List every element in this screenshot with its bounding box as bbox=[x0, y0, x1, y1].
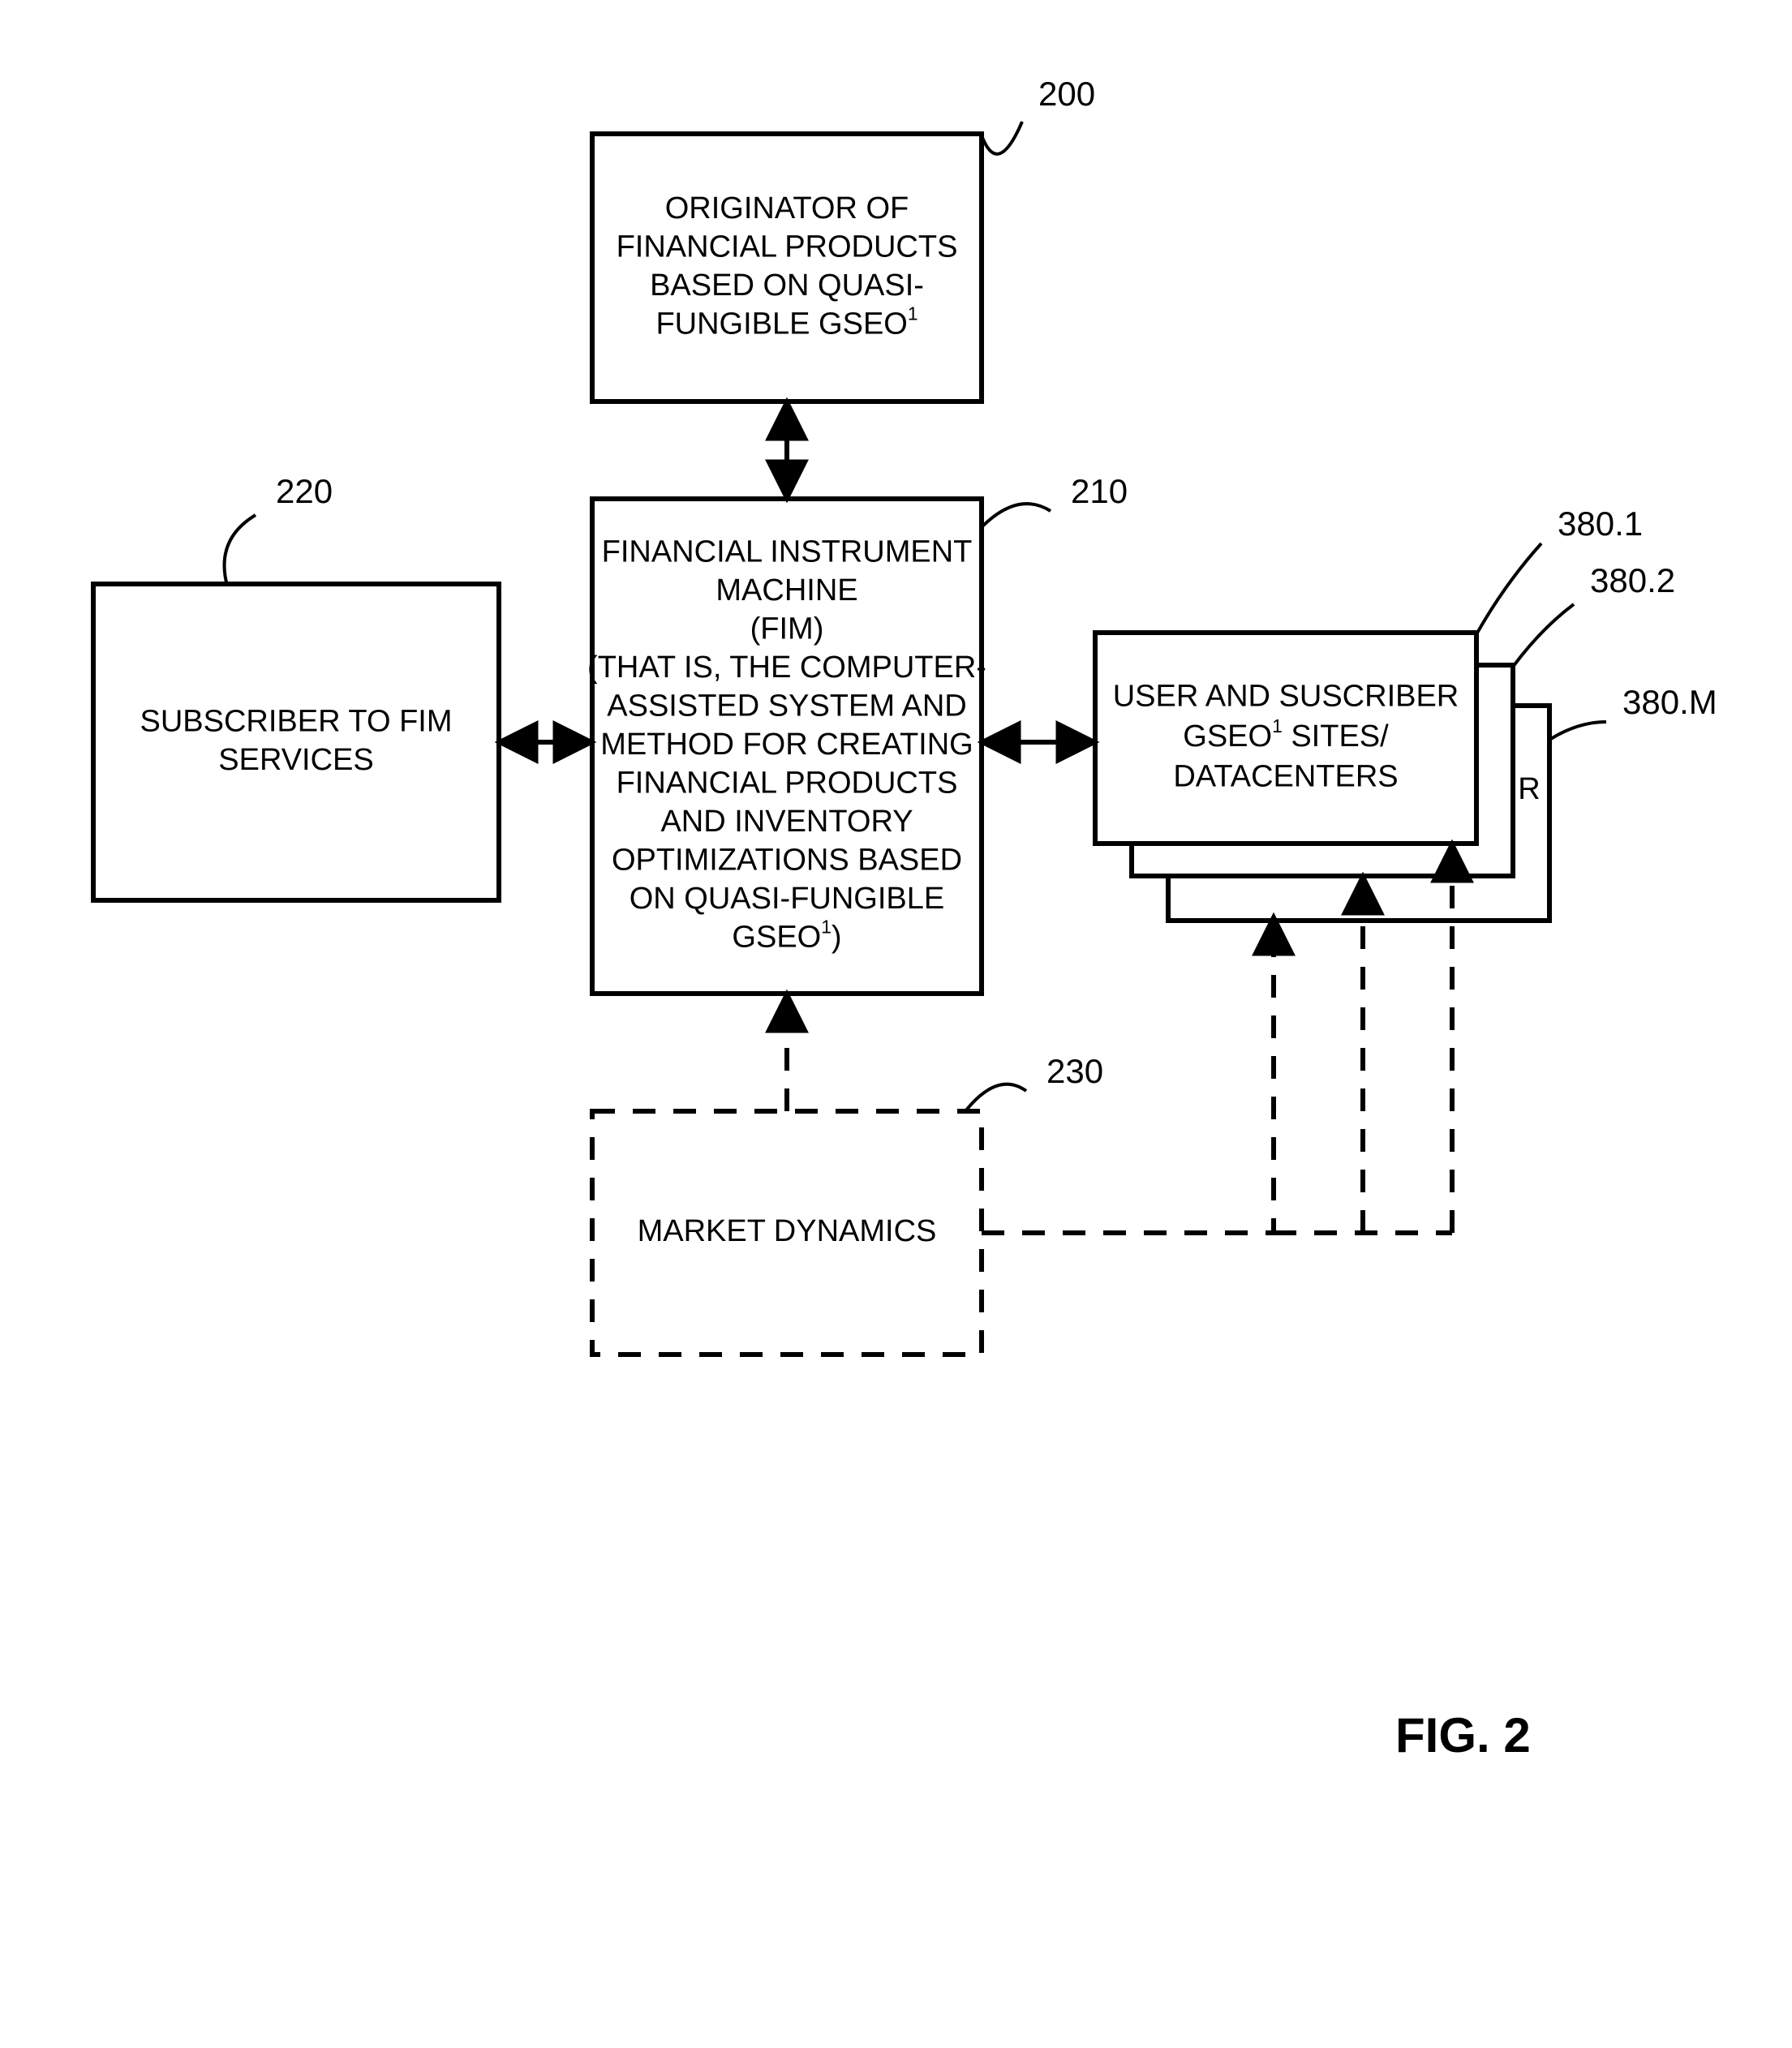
svg-text:METHOD FOR CREATING: METHOD FOR CREATING bbox=[600, 728, 973, 762]
svg-text:MACHINE: MACHINE bbox=[716, 573, 857, 608]
svg-text:SERVICES: SERVICES bbox=[218, 743, 373, 777]
market-dynamics-box: MARKET DYNAMICS 230 bbox=[592, 1052, 1103, 1355]
svg-text:GSEO1 SITES/: GSEO1 SITES/ bbox=[1183, 715, 1389, 754]
svg-text:AND INVENTORY: AND INVENTORY bbox=[660, 805, 913, 839]
svg-text:SUBSCRIBER TO FIM: SUBSCRIBER TO FIM bbox=[140, 704, 453, 738]
svg-text:210: 210 bbox=[1071, 472, 1128, 510]
svg-text:FINANCIAL PRODUCTS: FINANCIAL PRODUCTS bbox=[617, 766, 958, 801]
svg-text:MARKET DYNAMICS: MARKET DYNAMICS bbox=[638, 1214, 937, 1248]
subscriber-box: SUBSCRIBER TO FIM SERVICES 220 bbox=[93, 472, 499, 900]
svg-text:FUNGIBLE GSEO1: FUNGIBLE GSEO1 bbox=[655, 303, 917, 341]
svg-text:220: 220 bbox=[276, 472, 333, 510]
svg-text:230: 230 bbox=[1046, 1052, 1103, 1090]
svg-text:R: R bbox=[1518, 772, 1540, 806]
svg-text:USER AND SUSCRIBER: USER AND SUSCRIBER bbox=[1113, 680, 1459, 714]
svg-text:ORIGINATOR OF: ORIGINATOR OF bbox=[665, 191, 909, 225]
svg-text:BASED ON QUASI-: BASED ON QUASI- bbox=[650, 268, 924, 303]
originator-box: ORIGINATOR OF FINANCIAL PRODUCTS BASED ON … bbox=[592, 75, 1095, 401]
svg-text:DATACENTERS: DATACENTERS bbox=[1173, 759, 1398, 793]
svg-text:380.2: 380.2 bbox=[1590, 561, 1675, 599]
svg-text:FINANCIAL PRODUCTS: FINANCIAL PRODUCTS bbox=[617, 230, 958, 264]
svg-text:FINANCIAL INSTRUMENT: FINANCIAL INSTRUMENT bbox=[602, 535, 973, 569]
svg-text:380.1: 380.1 bbox=[1558, 504, 1643, 543]
svg-text:ASSISTED SYSTEM AND: ASSISTED SYSTEM AND bbox=[607, 689, 966, 723]
fim-box: FINANCIAL INSTRUMENT MACHINE (FIM) (THAT IS… bbox=[587, 472, 1128, 994]
sites-datacenters-stack: R USER AND SUSCRIBERGSEO1 SITES/DATACENTE… bbox=[1095, 504, 1717, 921]
figure-caption: FIG. 2 bbox=[1395, 1708, 1531, 1762]
svg-text:ON QUASI-FUNGIBLE: ON QUASI-FUNGIBLE bbox=[630, 882, 945, 916]
svg-text:200: 200 bbox=[1038, 75, 1095, 113]
svg-text:(THAT IS, THE COMPUTER-: (THAT IS, THE COMPUTER- bbox=[587, 650, 986, 685]
svg-text:380.M: 380.M bbox=[1622, 683, 1717, 721]
svg-text:OPTIMIZATIONS BASED: OPTIMIZATIONS BASED bbox=[612, 844, 962, 878]
svg-text:(FIM): (FIM) bbox=[750, 612, 824, 646]
